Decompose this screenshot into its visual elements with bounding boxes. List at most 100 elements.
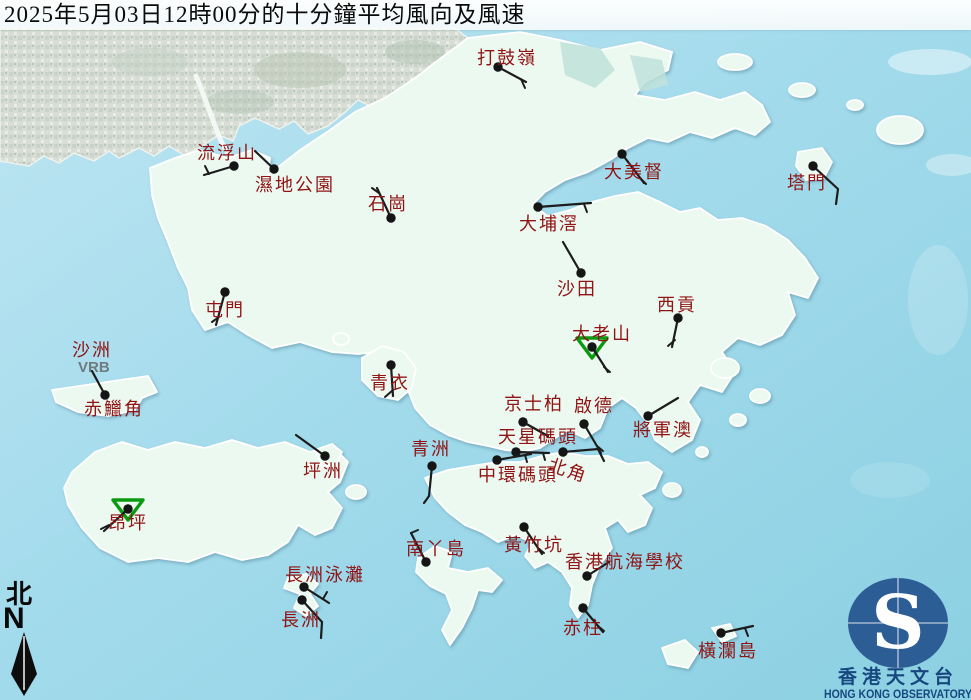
station-green-island: 青洲: [411, 439, 451, 505]
station-label: 長洲泳灘: [285, 565, 365, 585]
station-dot: [320, 451, 330, 461]
wind-barb-tick: [100, 524, 110, 530]
station-label: 青衣: [370, 373, 410, 393]
ne-islet: [846, 99, 864, 111]
wind-barb-tick: [603, 366, 611, 373]
kau-sai-chau: [710, 357, 740, 379]
wind-barb-tick: [211, 316, 220, 323]
hei-ling-chau-island: [345, 484, 367, 500]
cloud-streaks: [850, 49, 971, 498]
wind-barb-tick: [744, 627, 749, 637]
station-dot: [673, 313, 683, 323]
wind-barb-shaft: [514, 450, 551, 455]
station-label: 南丫島: [406, 539, 466, 559]
variable-wind-text: VRB: [78, 359, 110, 376]
wind-barb-shaft: [300, 598, 324, 640]
station-tai-mei-tuk: 大美督: [604, 149, 662, 185]
variable-wind-triangle-icon: [575, 336, 609, 360]
station-dot: [587, 342, 597, 352]
station-label: 沙田: [557, 279, 597, 299]
station-wong-chuk-hang: 黃竹坑: [504, 522, 562, 556]
wind-barb-tick: [583, 203, 588, 213]
north-letter-label: N: [3, 602, 25, 635]
wind-barb-tick: [667, 339, 676, 347]
station-cheung-chau-beach: 長洲泳灘: [285, 565, 365, 605]
station-label: 昂坪: [108, 513, 148, 533]
station-label: 赤鱲角: [84, 399, 144, 419]
station-dot: [579, 419, 589, 429]
title-bar: 2025年5月03日12時00分的十分鐘平均風向及風速: [0, 0, 971, 30]
station-dot: [421, 557, 431, 567]
station-label: 青洲: [411, 439, 451, 459]
station-dot: [519, 522, 529, 532]
wind-barb-shaft: [102, 507, 130, 533]
station-label: 赤柱: [563, 618, 603, 638]
station-chek-lap-kok: 赤鱲角: [84, 369, 144, 419]
station-dot: [297, 595, 307, 605]
station-label: 京士柏: [504, 394, 564, 414]
station-cheung-chau: 長洲: [281, 595, 324, 640]
station-dot: [617, 149, 627, 159]
station-tai-po-kau: 大埔滘: [519, 201, 593, 234]
station-label: 中環碼頭: [478, 465, 558, 485]
map-title: 2025年5月03日12時00分的十分鐘平均風向及風速: [4, 2, 526, 27]
shelter-islet: [695, 446, 709, 458]
station-dot: [582, 571, 592, 581]
ping-chau-island: [876, 115, 924, 145]
station-dot: [533, 202, 543, 212]
ma-wan-island: [332, 332, 350, 346]
wind-barb-tick: [542, 452, 546, 461]
wind-barb-shaft: [561, 447, 606, 463]
station-peng-chau: 坪洲: [294, 433, 343, 481]
station-dot: [576, 268, 586, 278]
wind-barb-shaft: [536, 201, 593, 209]
wind-barb-tick: [597, 625, 605, 632]
wind-barb-shaft: [646, 396, 680, 418]
wind-barb-shaft: [294, 433, 327, 458]
station-label: 將軍澳: [633, 420, 693, 440]
jin-island: [749, 388, 771, 404]
station-dot: [558, 447, 568, 457]
logo-name-en: HONG KONG OBSERVATORY: [824, 687, 971, 700]
station-label: 天星碼頭: [498, 427, 578, 447]
wind-barb-tick: [322, 591, 328, 600]
station-dot: [492, 455, 502, 465]
north-hanzi-label: 北: [6, 580, 33, 609]
station-star-ferry: 天星碼頭: [498, 427, 578, 461]
station-central-pier: 中環碼頭: [478, 452, 558, 485]
station-sai-kung: 西貢: [657, 295, 695, 349]
station-kings-park: 京士柏: [504, 394, 564, 438]
wind-barb-shaft: [409, 531, 428, 564]
lamma-island-shape: [415, 545, 503, 646]
station-stanley: 赤柱: [563, 603, 605, 638]
lantau-island: [63, 439, 349, 563]
station-label: 坪洲: [303, 461, 343, 481]
station-wetland-park: 濕地公園: [253, 149, 333, 195]
station-label: 大老山: [572, 324, 632, 344]
station-dot: [229, 161, 239, 171]
wind-barb-tick: [524, 454, 528, 463]
hko-logo-icon: S 香港天文台 HONG KONG OBSERVATORY: [824, 578, 971, 700]
crooked-island: [788, 82, 816, 98]
land-masses: [51, 31, 924, 669]
station-dot: [220, 287, 230, 297]
station-dot: [511, 447, 521, 457]
hko-logo: S 香港天文台 HONG KONG OBSERVATORY: [820, 571, 971, 700]
station-label: 塔門: [787, 173, 827, 193]
station-lau-fau-shan: 流浮山: [197, 143, 255, 177]
fish-pond-patches: [560, 42, 668, 92]
station-label: 打鼓嶺: [477, 48, 537, 68]
wind-barb-shaft: [811, 164, 840, 206]
station-dot: [716, 628, 726, 638]
station-label: 啟德: [574, 396, 614, 416]
logo-s-glyph: S: [871, 580, 924, 666]
station-dot: [493, 62, 503, 72]
variable-wind-triangle-icon: [111, 498, 145, 522]
station-dot: [808, 161, 818, 171]
wind-barb-shaft: [561, 240, 583, 275]
station-shek-kong: 石崗: [368, 186, 406, 223]
station-waglan-island: 橫瀾島: [698, 624, 756, 661]
